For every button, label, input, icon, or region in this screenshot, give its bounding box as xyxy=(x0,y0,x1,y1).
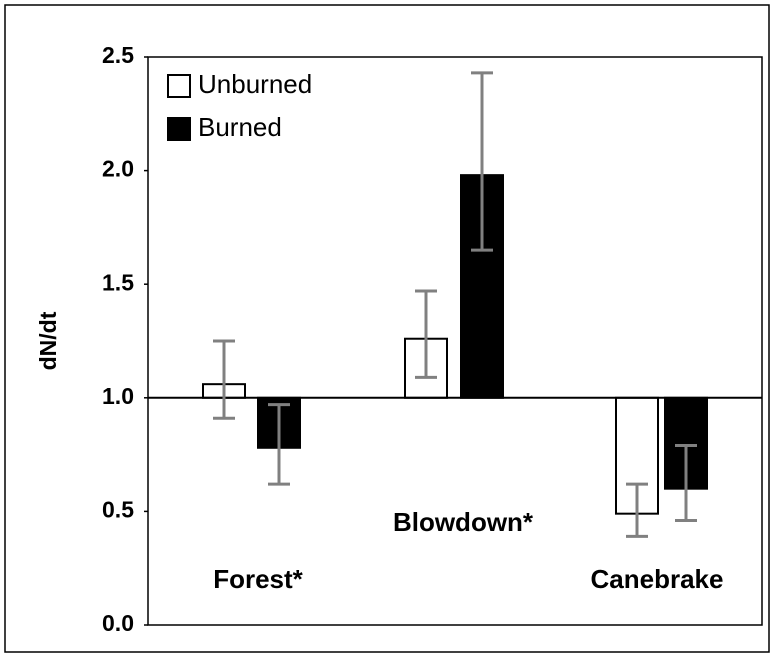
y-tick-label: 2.0 xyxy=(102,156,134,182)
legend-swatch xyxy=(167,74,191,98)
legend-label: Burned xyxy=(198,112,282,142)
y-tick-label: 2.5 xyxy=(102,42,134,68)
category-label: Canebrake xyxy=(591,564,724,594)
plot-area xyxy=(147,56,763,626)
chart-border xyxy=(4,4,770,653)
y-tick-label: 1.5 xyxy=(102,269,134,295)
legend-swatch xyxy=(167,117,191,141)
category-label: Blowdown* xyxy=(393,507,534,537)
y-axis-label: dN/dt xyxy=(35,311,61,370)
category-label: Forest* xyxy=(213,564,303,594)
y-tick-label: 0.5 xyxy=(102,496,134,522)
y-tick-label: 1.0 xyxy=(102,383,134,409)
y-tick-label: 0.0 xyxy=(102,610,134,636)
legend-label: Unburned xyxy=(198,69,312,99)
